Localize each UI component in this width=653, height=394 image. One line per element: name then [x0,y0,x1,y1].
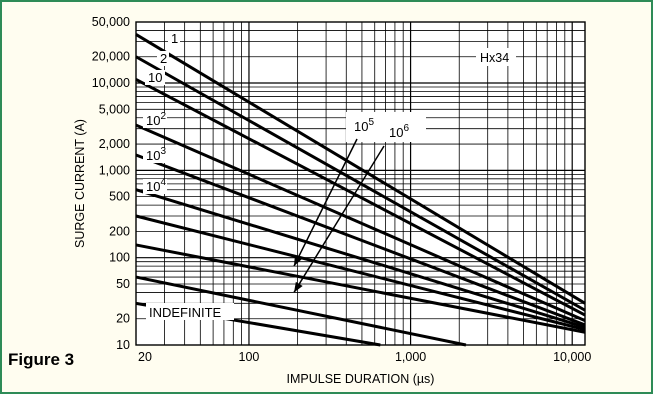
y-tick-label: 50 [116,277,130,291]
y-tick-label: 10 [116,338,130,352]
y-tick-label: 1,000 [99,163,130,177]
indefinite-label: INDEFINITE [149,305,222,320]
series-line [135,123,586,323]
series-label: 1 [171,31,178,46]
x-tick-label: 20 [138,350,152,364]
y-tick-label: 100 [109,251,130,265]
annotation-bg [346,112,426,142]
series-label-bg [143,148,167,163]
x-tick-label: 10,000 [553,350,591,364]
x-tick-label: 1,000 [395,350,426,364]
y-tick-label: 20 [116,312,130,326]
y-axis-label: SURGE CURRENT (A) [73,119,87,248]
series-label-bg [157,51,169,66]
model-label-bg [476,48,516,66]
y-tick-label: 5,000 [99,102,130,116]
x-tick-label: 100 [239,350,260,364]
series-label: 10 [148,70,162,85]
series-label-bg [143,179,167,194]
y-tick-label: 200 [109,224,130,238]
series-label-bg [168,31,180,46]
y-tick-label: 50,000 [92,15,130,29]
model-label: Hx34 [480,51,509,65]
series-line [135,214,586,332]
series-line [135,188,586,329]
x-axis-label: IMPULSE DURATION (µs) [287,372,435,386]
y-tick-label: 10,000 [92,76,130,90]
series-line [135,78,586,317]
y-tick-label: 2,000 [99,137,130,151]
annotation-arrowhead [294,255,303,267]
series-line [135,33,586,305]
indefinite-label-bg [146,303,234,320]
series-label: 2 [160,51,167,66]
figure-label: Figure 3 [8,350,75,369]
y-tick-label: 20,000 [92,50,130,64]
plot-border [135,21,586,346]
series-line [135,275,467,347]
series-label-bg [145,70,165,85]
annotation-arrow [293,145,385,293]
annotation-arrowhead [294,281,303,293]
series-line [135,153,586,327]
y-tick-label: 500 [109,190,130,204]
series-label-bg [143,113,167,128]
annotation-arrow [293,138,358,267]
series-line [135,243,586,334]
